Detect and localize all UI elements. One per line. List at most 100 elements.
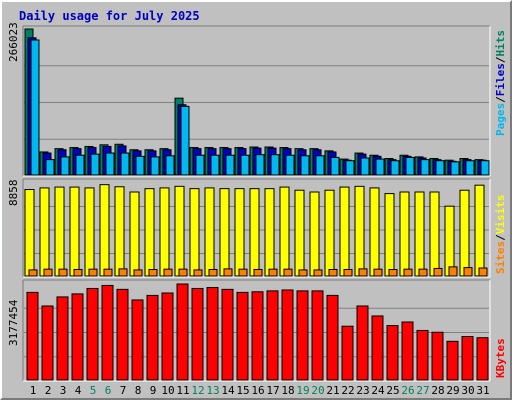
visits-bar	[324, 189, 335, 277]
day-label: 24	[371, 384, 385, 397]
visits-bar	[39, 187, 50, 277]
kbytes-bar	[41, 305, 54, 381]
day-label: 13	[206, 384, 219, 397]
pages-bar	[135, 155, 145, 176]
visits-bar	[399, 191, 410, 277]
pages-bar	[360, 157, 370, 176]
kbytes-bar	[296, 290, 309, 381]
day-label: 28	[431, 384, 444, 397]
day-label: 22	[341, 384, 354, 397]
kbytes-bar	[446, 340, 459, 381]
visits-bar	[189, 188, 200, 277]
kbytes-bar	[146, 294, 159, 381]
visits-max-label-part: 8858	[7, 180, 20, 207]
pages-bar	[120, 152, 130, 176]
day-label: 18	[281, 384, 294, 397]
kbytes-bar	[56, 296, 69, 381]
pages-bar	[270, 154, 280, 176]
visits-bar	[84, 187, 95, 277]
visits-bar	[474, 184, 485, 277]
pages-bar	[390, 160, 400, 176]
pages-bar	[210, 154, 220, 176]
sites-bar	[103, 268, 113, 277]
kbytes-bar	[131, 299, 144, 381]
day-label: 14	[221, 384, 235, 397]
pages-bar	[60, 156, 70, 176]
visits-axis-label: Sites/Visits	[494, 195, 507, 275]
pages-bar	[105, 152, 115, 176]
day-label: 15	[236, 384, 249, 397]
sites-bar	[298, 269, 308, 277]
pages-bar	[150, 156, 160, 176]
hits-axis-label-part: Hits	[494, 30, 507, 57]
sites-bar	[88, 268, 98, 277]
visits-bar	[204, 187, 215, 277]
pages-bar	[300, 155, 310, 176]
sites-bar	[268, 268, 278, 277]
hits-axis-label: Pages/Files/Hits	[494, 30, 507, 136]
day-label: 27	[416, 384, 429, 397]
day-label: 26	[401, 384, 414, 397]
pages-bar	[465, 160, 475, 176]
pages-bar	[240, 154, 250, 176]
sites-bar	[178, 268, 188, 277]
day-label: 6	[105, 384, 112, 397]
sites-bar	[403, 268, 413, 277]
kbytes-bar	[386, 325, 399, 381]
kbytes-bar	[476, 337, 489, 381]
visits-bar	[309, 191, 320, 277]
day-label: 17	[266, 384, 279, 397]
hits-max-label: 266023	[7, 22, 20, 62]
day-label: 7	[120, 384, 127, 397]
sites-bar	[478, 267, 488, 277]
kbytes-bar	[356, 305, 369, 381]
visits-bar	[294, 189, 305, 277]
pages-bar	[45, 159, 55, 176]
kbytes-axis-label-part: KBytes	[494, 338, 507, 378]
hits-axis-label-part: Files	[494, 63, 507, 96]
pages-bar	[90, 153, 100, 176]
sites-bar	[193, 269, 203, 277]
kbytes-bar	[341, 325, 354, 381]
pages-bar	[165, 155, 175, 176]
sites-bar	[148, 268, 158, 277]
day-label: 23	[356, 384, 369, 397]
pages-bar	[195, 154, 205, 176]
kbytes-bar	[176, 283, 189, 381]
visits-bar	[369, 187, 380, 277]
day-label: 4	[75, 384, 82, 397]
visits-bar	[54, 186, 65, 277]
day-label: 1	[30, 384, 37, 397]
kbytes-bar	[371, 315, 384, 381]
day-label: 8	[135, 384, 142, 397]
kbytes-bar	[86, 287, 99, 381]
sites-bar	[238, 268, 248, 277]
sites-bar	[313, 269, 323, 277]
sites-bar	[328, 268, 338, 277]
kbytes-bar	[431, 331, 444, 381]
kbytes-max-label-part: 3177454	[7, 299, 20, 346]
sites-bar	[43, 268, 53, 277]
chart-title: Daily usage for July 2025	[19, 9, 200, 23]
pages-bar	[375, 158, 385, 176]
visits-bar	[144, 188, 155, 277]
kbytes-bar	[251, 291, 264, 381]
sites-bar	[373, 268, 383, 277]
kbytes-bar	[101, 284, 114, 381]
kbytes-bar	[461, 335, 474, 381]
visits-bar	[99, 184, 110, 277]
pages-bar	[330, 156, 340, 176]
day-label: 16	[251, 384, 264, 397]
pages-bar	[30, 39, 40, 176]
day-label: 21	[326, 384, 339, 397]
kbytes-bar	[206, 287, 219, 381]
kbytes-bar	[116, 288, 129, 381]
visits-bar	[129, 191, 140, 277]
day-label: 2	[45, 384, 52, 397]
pages-bar	[255, 154, 265, 176]
kbytes-axis-label: KBytes	[494, 338, 507, 378]
pages-bar	[315, 155, 325, 176]
sites-bar	[163, 268, 173, 277]
visits-bar	[354, 185, 365, 277]
hits-axis-label-part: Pages	[494, 103, 507, 136]
